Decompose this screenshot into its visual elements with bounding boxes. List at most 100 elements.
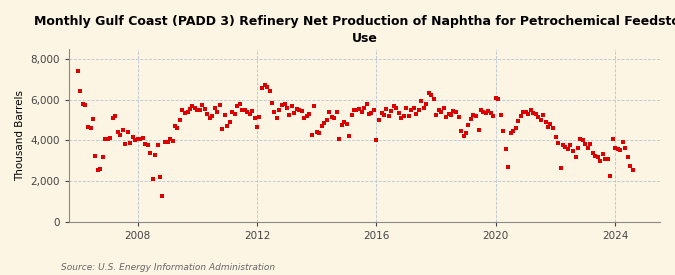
Point <box>553 141 564 146</box>
Point <box>165 137 176 142</box>
Point <box>383 114 394 118</box>
Point <box>200 107 211 111</box>
Point <box>456 129 466 133</box>
Point <box>212 110 223 114</box>
Point <box>309 104 320 108</box>
Point <box>277 103 288 107</box>
Point <box>570 155 581 159</box>
Point <box>423 90 434 95</box>
Point <box>478 110 489 114</box>
Point <box>520 110 531 114</box>
Point <box>578 138 589 143</box>
Point <box>125 141 136 146</box>
Point <box>515 114 526 118</box>
Point <box>274 108 285 112</box>
Point <box>356 110 367 114</box>
Point <box>458 134 469 139</box>
Point <box>475 108 486 112</box>
Point <box>460 131 471 136</box>
Point <box>237 108 248 112</box>
Point <box>436 110 447 114</box>
Point <box>319 121 329 125</box>
Point <box>568 148 578 153</box>
Point <box>349 108 360 112</box>
Point <box>336 123 347 127</box>
Point <box>610 145 620 150</box>
Point <box>587 150 598 155</box>
Point <box>122 130 133 134</box>
Point <box>194 108 205 112</box>
Point <box>373 118 384 122</box>
Point <box>369 108 379 112</box>
Point <box>75 89 86 93</box>
Point <box>346 113 357 117</box>
Point <box>615 147 626 152</box>
Point <box>485 111 496 115</box>
Point <box>259 82 270 87</box>
Point <box>80 103 91 107</box>
Point <box>590 153 601 158</box>
Point <box>580 142 591 147</box>
Point <box>314 131 325 136</box>
Point <box>618 140 628 145</box>
Point <box>608 137 618 142</box>
Point <box>495 113 506 117</box>
Point <box>401 106 412 110</box>
Y-axis label: Thousand Barrels: Thousand Barrels <box>15 90 25 181</box>
Point <box>528 111 539 115</box>
Point <box>525 108 536 112</box>
Point <box>119 142 130 147</box>
Point <box>364 112 375 116</box>
Point <box>115 133 126 138</box>
Point <box>299 116 310 120</box>
Point <box>339 120 350 124</box>
Point <box>88 117 99 121</box>
Point <box>600 156 611 161</box>
Point <box>110 114 121 118</box>
Point <box>177 108 188 112</box>
Point <box>518 110 529 114</box>
Point <box>408 106 419 110</box>
Point <box>256 85 267 90</box>
Title: Monthly Gulf Coast (PADD 3) Refinery Net Production of Naphtha for Petrochemical: Monthly Gulf Coast (PADD 3) Refinery Net… <box>34 15 675 45</box>
Point <box>105 136 115 141</box>
Point <box>625 164 636 168</box>
Point <box>117 128 128 133</box>
Point <box>227 110 238 114</box>
Point <box>304 112 315 116</box>
Point <box>583 145 593 150</box>
Point <box>264 89 275 93</box>
Point <box>438 106 449 110</box>
Point <box>500 146 511 151</box>
Point <box>533 115 543 119</box>
Point <box>627 168 638 172</box>
Point <box>130 138 141 143</box>
Point <box>391 106 402 110</box>
Point <box>267 101 277 105</box>
Point <box>563 146 574 151</box>
Point <box>547 126 558 130</box>
Point <box>433 108 444 112</box>
Point <box>333 137 344 142</box>
Point <box>543 125 554 130</box>
Point <box>572 145 583 150</box>
Point <box>249 116 260 120</box>
Point <box>545 122 556 126</box>
Point <box>431 113 441 117</box>
Point <box>321 118 332 122</box>
Point <box>558 143 568 148</box>
Point <box>184 107 195 111</box>
Point <box>416 98 427 103</box>
Point <box>522 112 533 116</box>
Point <box>202 112 213 116</box>
Point <box>132 137 143 142</box>
Point <box>78 102 88 106</box>
Point <box>463 123 474 127</box>
Point <box>272 116 283 120</box>
Point <box>296 109 307 113</box>
Point <box>311 130 322 134</box>
Point <box>605 174 616 178</box>
Point <box>414 108 425 112</box>
Point <box>246 109 257 113</box>
Point <box>421 102 432 106</box>
